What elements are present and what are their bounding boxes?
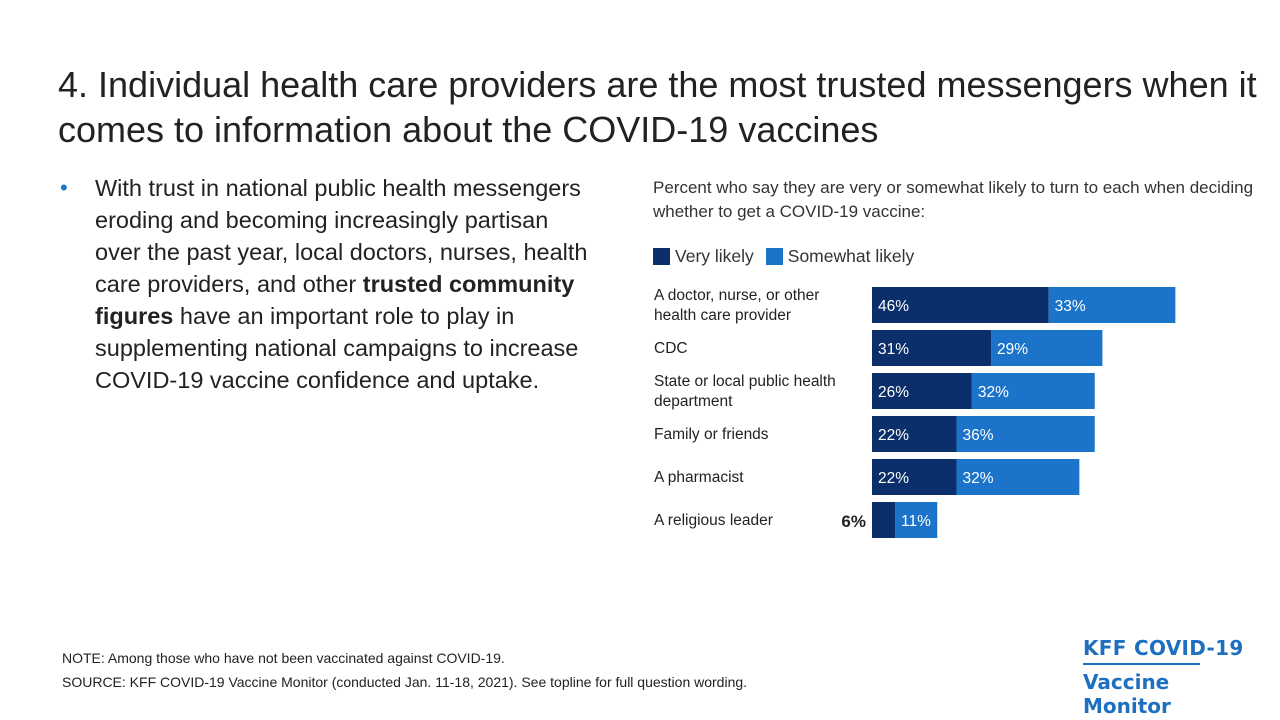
bullet-point: • With trust in national public health m… — [60, 172, 600, 396]
logo-line1: KFF COVID-19 — [1083, 636, 1244, 660]
bar-chart: A doctor, nurse, or other health care pro… — [654, 287, 1176, 538]
chart-subtitle: Percent who say they are very or somewha… — [653, 178, 1254, 221]
bar-somewhat-likely-family-or-friends — [956, 416, 1095, 452]
data-label-very-likely-a-religious-leader: 6% — [841, 512, 866, 531]
bar-somewhat-likely-a-pharmacist — [956, 459, 1080, 495]
legend-label-somewhat-likely: Somewhat likely — [787, 246, 915, 266]
footer-note: NOTE: Among those who have not been vacc… — [62, 650, 505, 666]
bar-very-likely-a-doctor-nurse-or-other-health-care-provider — [872, 287, 1049, 323]
bar-very-likely-family-or-friends — [872, 416, 957, 452]
data-label-very-likely-cdc: 31% — [878, 341, 909, 358]
bullet-text-part1: With trust in national public health mes… — [95, 175, 588, 297]
category-label-a-pharmacist: A pharmacist — [654, 469, 744, 486]
bar-very-likely-state-or-local-public-health-department — [872, 373, 972, 409]
category-label-cdc: CDC — [654, 340, 688, 357]
legend-swatch-very-likely — [653, 248, 670, 265]
legend-item-very-likely: Very likely — [653, 246, 754, 267]
logo-line2: Vaccine Monitor — [1083, 670, 1171, 718]
data-label-somewhat-likely-a-pharmacist: 32% — [962, 470, 993, 487]
chart-legend: Very likely Somewhat likely — [653, 246, 926, 267]
bar-very-likely-a-religious-leader — [872, 502, 896, 538]
data-label-very-likely-family-or-friends: 22% — [878, 427, 909, 444]
bullet-text: With trust in national public health mes… — [95, 172, 600, 396]
bar-somewhat-likely-state-or-local-public-health-department — [971, 373, 1095, 409]
page-title: 4. Individual health care providers are … — [58, 64, 1257, 150]
legend-label-very-likely: Very likely — [675, 246, 754, 266]
kff-logo: KFF COVID-19 Vaccine Monitor — [1083, 636, 1253, 718]
logo-rule — [1083, 663, 1200, 665]
footer-notes: NOTE: Among those who have not been vacc… — [62, 646, 747, 694]
bullet-text-bold: trusted community figures — [95, 271, 575, 329]
bar-somewhat-likely-a-doctor-nurse-or-other-health-care-provider — [1048, 287, 1176, 323]
bar-very-likely-a-pharmacist — [872, 459, 957, 495]
data-label-somewhat-likely-cdc: 29% — [997, 341, 1028, 358]
bullet-icon: • — [60, 175, 68, 200]
bar-somewhat-likely-a-religious-leader — [895, 502, 938, 538]
category-label-a-religious-leader: A religious leader — [654, 512, 773, 529]
data-label-somewhat-likely-a-doctor-nurse-or-other-health-care-provider: 33% — [1055, 298, 1086, 315]
legend-item-somewhat-likely: Somewhat likely — [765, 246, 915, 267]
category-label-state-or-local-public-health-department: State or local public health department — [654, 373, 836, 410]
data-label-very-likely-a-doctor-nurse-or-other-health-care-provider: 46% — [878, 298, 909, 315]
bar-very-likely-cdc — [872, 330, 992, 366]
data-label-somewhat-likely-state-or-local-public-health-department: 32% — [978, 384, 1009, 401]
data-label-very-likely-state-or-local-public-health-department: 26% — [878, 384, 909, 401]
category-label-family-or-friends: Family or friends — [654, 426, 769, 443]
bar-somewhat-likely-cdc — [991, 330, 1103, 366]
bullet-text-part2: have an important role to play in supple… — [95, 303, 579, 393]
category-label-a-doctor-nurse-or-other-health-care-provider: A doctor, nurse, or other health care pro… — [654, 287, 819, 324]
legend-swatch-somewhat-likely — [765, 248, 783, 265]
footer-source: SOURCE: KFF COVID-19 Vaccine Monitor (co… — [62, 674, 748, 690]
data-label-somewhat-likely-family-or-friends: 36% — [962, 427, 993, 444]
data-label-somewhat-likely-a-religious-leader: 11% — [901, 513, 931, 530]
data-label-very-likely-a-pharmacist: 22% — [878, 470, 909, 487]
